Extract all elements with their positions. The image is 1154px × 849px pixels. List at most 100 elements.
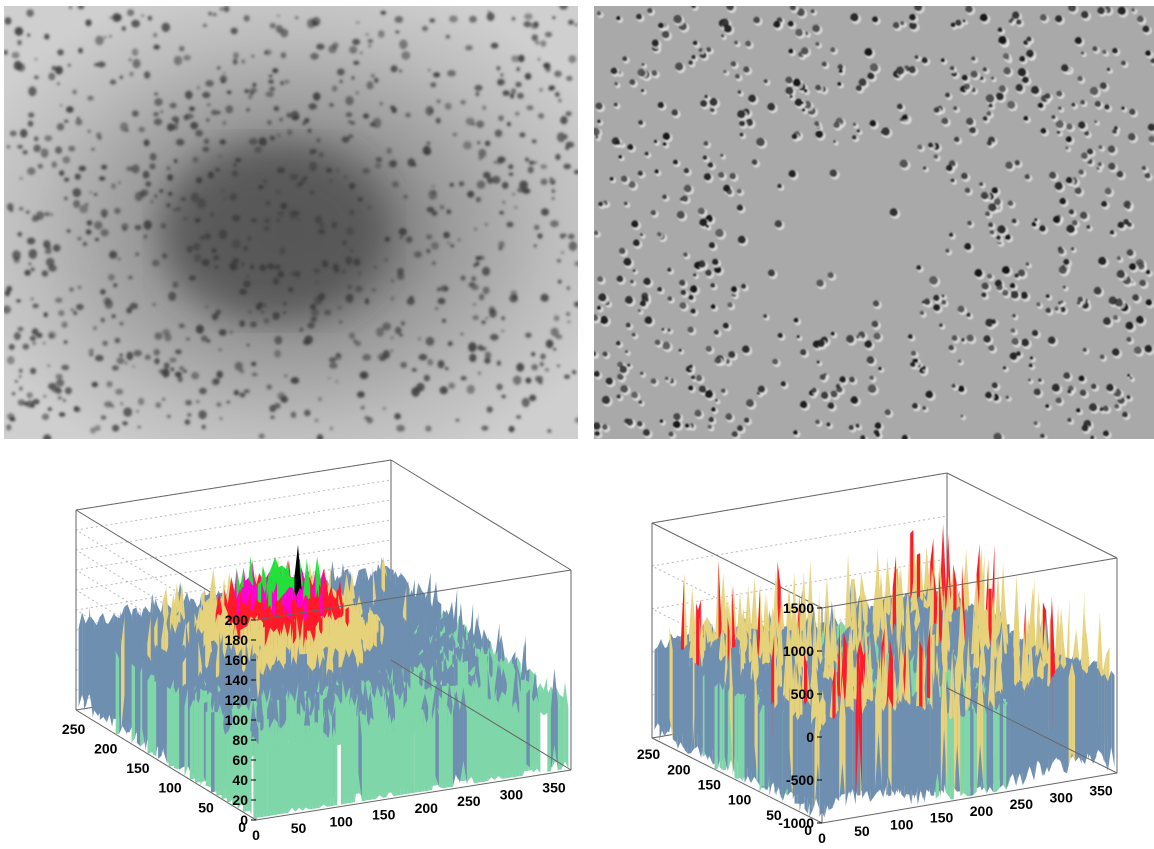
image-spot: [16, 299, 21, 303]
image-spot: [100, 415, 107, 420]
image-spot: [61, 364, 70, 371]
image-spot: [1061, 64, 1069, 72]
image-spot: [619, 365, 628, 374]
image-spot: [341, 136, 350, 143]
image-spot: [540, 40, 547, 47]
image-spot: [1108, 162, 1116, 171]
image-spot: [124, 361, 128, 365]
image-spot: [1078, 169, 1084, 175]
image-spot: [394, 326, 402, 335]
image-spot: [1127, 374, 1131, 377]
image-spot: [1114, 298, 1123, 307]
image-spot: [527, 166, 534, 174]
image-spot: [241, 59, 245, 64]
image-spot: [287, 129, 293, 136]
image-spot: [329, 362, 338, 369]
image-spot: [909, 21, 918, 30]
image-spot: [833, 140, 837, 144]
image-spot: [821, 61, 827, 67]
image-spot: [254, 146, 262, 153]
image-spot: [195, 400, 200, 403]
image-spot: [161, 22, 171, 32]
image-spot: [522, 188, 531, 194]
image-spot: [819, 374, 826, 381]
image-spot: [382, 322, 391, 331]
image-spot: [63, 177, 70, 182]
image-spot: [694, 409, 702, 417]
image-spot: [78, 47, 83, 54]
image-spot: [1102, 49, 1107, 55]
image-spot: [482, 105, 487, 111]
image-spot: [985, 391, 993, 399]
image-spot: [1150, 58, 1154, 64]
image-spot: [173, 158, 178, 164]
image-spot: [521, 397, 530, 408]
surface-facet: [142, 656, 146, 750]
image-spot: [911, 350, 917, 357]
image-spot: [431, 261, 436, 265]
image-spot: [429, 109, 434, 113]
image-spot: [100, 209, 108, 217]
image-spot: [531, 364, 538, 371]
image-spot: [651, 39, 659, 47]
image-spot: [136, 410, 139, 413]
image-spot: [32, 341, 37, 346]
image-spot: [22, 150, 28, 155]
image-spot: [328, 377, 331, 380]
image-spot: [496, 66, 501, 71]
image-spot: [55, 65, 63, 75]
image-spot: [815, 84, 822, 91]
image-spot: [925, 390, 934, 399]
image-spot: [801, 47, 809, 55]
image-spot: [1071, 247, 1075, 251]
image-spot: [258, 137, 267, 146]
image-spot: [1026, 49, 1034, 58]
image-spot: [221, 189, 225, 192]
image-spot: [153, 32, 158, 38]
image-spot: [48, 72, 56, 81]
image-spot: [175, 138, 185, 146]
image-spot: [222, 72, 226, 75]
image-spot: [867, 384, 877, 394]
image-spot: [681, 195, 689, 202]
image-spot: [737, 90, 742, 95]
image-canvas-left: [4, 6, 578, 439]
image-spot: [162, 397, 166, 401]
image-spot: [625, 350, 629, 354]
image-spot: [69, 287, 74, 292]
image-spot: [490, 42, 499, 49]
image-spot: [434, 306, 439, 311]
image-spot: [277, 270, 285, 278]
image-spot: [37, 163, 43, 169]
image-spot: [654, 339, 661, 346]
image-spot: [458, 181, 465, 187]
image-spot: [541, 208, 549, 216]
image-spot: [328, 45, 337, 54]
image-spot: [916, 265, 922, 271]
image-spot: [643, 429, 651, 437]
image-spot: [269, 22, 276, 29]
image-spot: [644, 316, 653, 325]
image-spot: [391, 279, 394, 283]
image-spot: [985, 94, 995, 103]
image-spot: [981, 282, 989, 290]
image-spot: [1097, 7, 1105, 15]
image-spot: [324, 309, 332, 316]
image-spot: [856, 85, 862, 92]
image-spot: [93, 326, 97, 331]
image-spot: [1093, 286, 1102, 295]
image-spot: [633, 239, 640, 247]
image-spot: [1033, 421, 1038, 426]
image-spot: [837, 64, 844, 70]
image-spot: [510, 95, 514, 99]
image-spot: [574, 301, 578, 308]
image-spot: [712, 258, 719, 266]
image-spot: [73, 311, 78, 315]
gridline-back: [75, 479, 392, 531]
image-spot: [673, 14, 683, 24]
image-spot: [594, 422, 601, 430]
image-spot: [422, 25, 428, 32]
image-spot: [698, 260, 706, 268]
image-spot: [374, 163, 382, 169]
image-spot: [1126, 337, 1132, 343]
